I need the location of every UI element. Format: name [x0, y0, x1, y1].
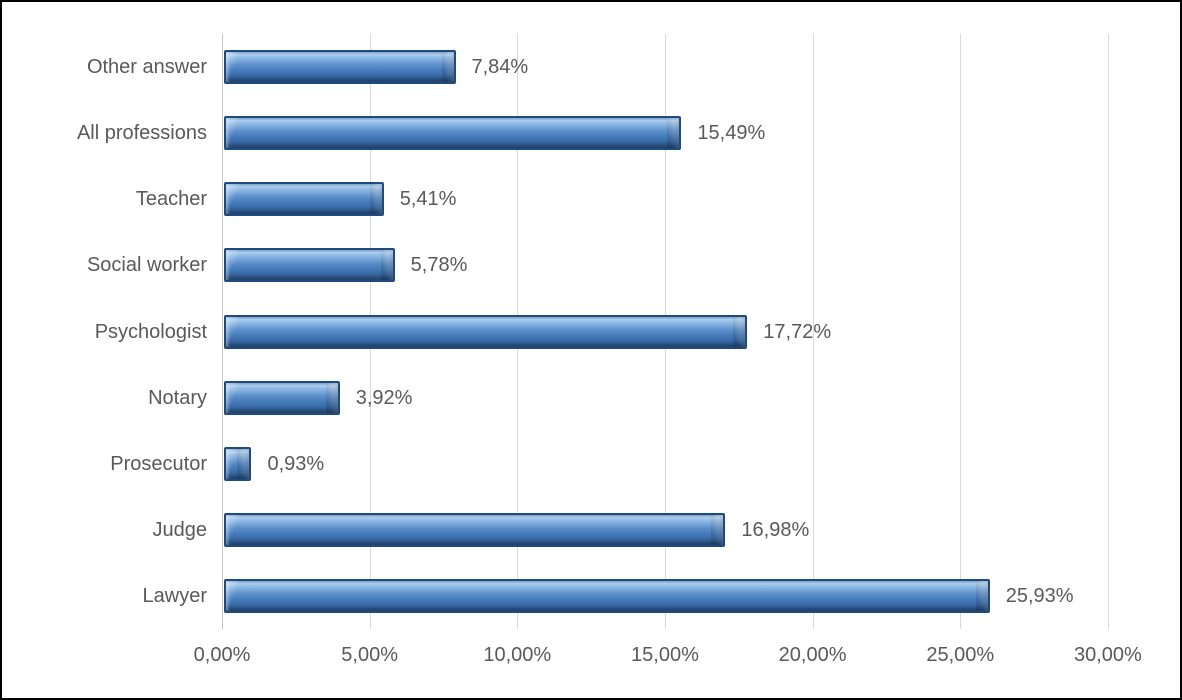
bar	[224, 314, 748, 349]
bar	[224, 248, 395, 283]
bar	[224, 446, 252, 481]
bar	[224, 380, 340, 415]
category-label: All professions	[76, 122, 207, 145]
x-axis-tick-label: 10,00%	[483, 644, 552, 666]
category-label: Teacher	[135, 188, 207, 211]
category-label: Prosecutor	[110, 452, 207, 475]
gridline	[960, 34, 962, 629]
x-axis-tick-label: 5,00%	[341, 644, 398, 666]
value-label: 16,98%	[741, 518, 810, 541]
gridline	[1107, 34, 1109, 629]
x-axis-tick-label: 20,00%	[778, 644, 847, 666]
value-label: 3,92%	[355, 386, 413, 409]
category-label: Lawyer	[142, 584, 207, 607]
bar	[224, 116, 682, 151]
y-axis-line	[222, 34, 223, 629]
bar	[224, 578, 990, 613]
category-label: Social worker	[86, 254, 207, 277]
bar	[224, 50, 456, 85]
value-label: 15,49%	[697, 122, 766, 145]
value-label: 17,72%	[763, 320, 832, 343]
bar	[224, 182, 384, 217]
category-label: Other answer	[86, 56, 207, 79]
value-label: 25,93%	[1005, 584, 1074, 607]
value-label: 5,78%	[410, 254, 468, 277]
bar	[224, 512, 726, 547]
value-label: 5,41%	[399, 188, 457, 211]
x-axis-tick-label: 25,00%	[926, 644, 995, 666]
category-label: Judge	[152, 518, 208, 541]
value-label: 7,84%	[471, 56, 529, 79]
gridline	[812, 34, 814, 629]
value-label: 0,93%	[267, 452, 325, 475]
category-label: Notary	[148, 386, 207, 409]
x-axis-tick-label: 15,00%	[631, 644, 699, 666]
category-label: Psychologist	[94, 320, 207, 343]
x-axis-tick-label: 0,00%	[193, 644, 251, 666]
x-axis-tick-label: 30,00%	[1073, 644, 1142, 666]
